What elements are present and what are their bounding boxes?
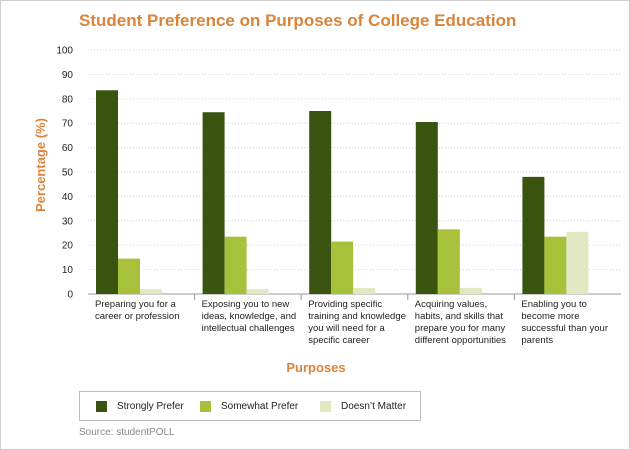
- legend-swatch: [320, 400, 331, 412]
- bar: [140, 289, 162, 294]
- bar: [246, 289, 269, 294]
- y-tick-label: 30: [62, 216, 74, 227]
- y-tick-label: 40: [62, 192, 74, 203]
- legend-swatch: [200, 400, 211, 412]
- bar: [118, 258, 140, 294]
- bar: [331, 241, 354, 294]
- category-label: Exposing you to new ideas, knowledge, an…: [201, 299, 297, 334]
- bar: [522, 176, 545, 294]
- legend-item: Somewhat Prefer: [200, 400, 298, 412]
- category-label: Preparing you for a career or profession: [95, 299, 180, 322]
- source-note: Source: studentPOLL: [79, 427, 175, 438]
- plot-area: 0 10 20 30 40 50 60 70 80 90 100: [56, 46, 621, 301]
- bar: [96, 90, 118, 294]
- y-tick-label: 0: [67, 290, 73, 301]
- bar: [566, 231, 589, 294]
- legend-item: Strongly Prefer: [96, 400, 184, 412]
- legend-item: Doesn’t Matter: [320, 400, 406, 412]
- y-tick-label: 100: [56, 46, 73, 57]
- bar: [202, 112, 225, 294]
- y-tick-label: 70: [62, 119, 74, 130]
- bar: [415, 121, 438, 294]
- category-label: Providing specific training and knowledg…: [308, 299, 406, 346]
- y-tick-label: 50: [62, 168, 74, 179]
- bar: [459, 287, 482, 294]
- bar: [437, 229, 460, 294]
- legend-swatch: [96, 400, 107, 412]
- category-label: Enabling you to become more successful t…: [521, 299, 608, 346]
- bar: [353, 287, 376, 294]
- y-tick-label: 10: [62, 265, 74, 276]
- legend-label: Strongly Prefer: [117, 400, 184, 412]
- legend: Strongly Prefer Somewhat Prefer Doesn’t Ma…: [79, 391, 421, 421]
- legend-label: Doesn’t Matter: [341, 400, 407, 412]
- chart-title: Student Preference on Purposes of Colleg…: [79, 11, 517, 30]
- category-label: Acquiring values, habits, and skills tha…: [414, 299, 506, 346]
- bar: [309, 111, 332, 294]
- y-tick-label: 80: [62, 94, 74, 105]
- bar: [544, 236, 567, 294]
- y-tick-label: 60: [62, 143, 74, 154]
- y-tick-label: 20: [62, 241, 74, 252]
- x-axis-label: Purposes: [286, 360, 346, 375]
- bar: [224, 236, 247, 294]
- legend-label: Somewhat Prefer: [221, 400, 299, 412]
- y-tick-label: 90: [62, 70, 74, 81]
